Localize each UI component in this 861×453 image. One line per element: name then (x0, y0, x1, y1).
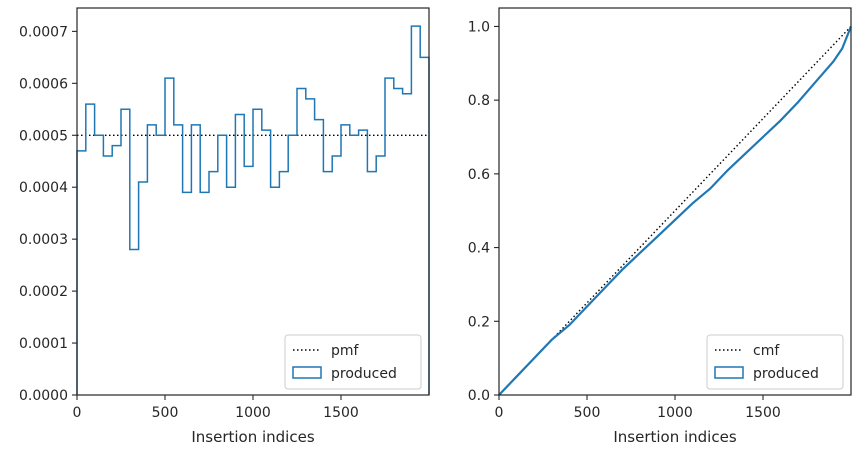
y-tick-label: 0.0007 (19, 24, 68, 40)
x-tick-label: 0 (495, 405, 504, 421)
legend-patch-swatch (292, 366, 322, 379)
legend-label: produced (331, 366, 397, 382)
legend-right: cmf produced (706, 334, 844, 390)
legend-label: cmf (753, 343, 780, 359)
y-tick-label: 0.0003 (19, 232, 68, 248)
y-tick-label: 0.0001 (19, 336, 68, 352)
y-tick-label: 1.0 (468, 19, 490, 35)
x-tick-label: 500 (152, 405, 179, 421)
pmf-histogram-chart: 0 500 1000 1500 0.0000 0.0001 0.0002 0.0003 0.0… (19, 7, 430, 446)
cmf-line-chart: 0 500 1000 1500 0.0 0.2 0.4 0.6 0.8 1.0 Insertio… (468, 7, 853, 446)
x-tick-label: 1500 (323, 405, 359, 421)
legend-patch-swatch (714, 366, 744, 379)
x-tick-label: 1500 (745, 405, 781, 421)
legend-label: pmf (331, 343, 360, 359)
x-tick-label: 0 (73, 405, 82, 421)
x-axis-label-right: Insertion indices (613, 428, 736, 446)
y-tick-label: 0.0005 (19, 128, 68, 144)
y-tick-label: 0.4 (468, 241, 490, 257)
x-tick-label: 1000 (235, 405, 271, 421)
x-tick-label: 1000 (657, 405, 693, 421)
x-axis-label-left: Insertion indices (191, 428, 314, 446)
produced-cumulative-line (498, 26, 853, 396)
legend-left: pmf produced (284, 334, 422, 390)
y-tick-label: 0.0 (468, 388, 490, 404)
produced-step-histogram (76, 25, 430, 395)
y-tick-label: 0.0004 (19, 180, 68, 196)
y-tick-label: 0.6 (468, 167, 490, 183)
x-tick-label: 500 (574, 405, 601, 421)
y-tick-label: 0.0002 (19, 284, 68, 300)
y-tick-label: 0.2 (468, 314, 490, 330)
legend-box (706, 334, 844, 390)
y-tick-label: 0.0006 (19, 76, 68, 92)
legend-label: produced (753, 366, 819, 382)
y-tick-label: 0.8 (468, 93, 490, 109)
legend-box (284, 334, 422, 390)
y-tick-label: 0.0000 (19, 388, 68, 404)
